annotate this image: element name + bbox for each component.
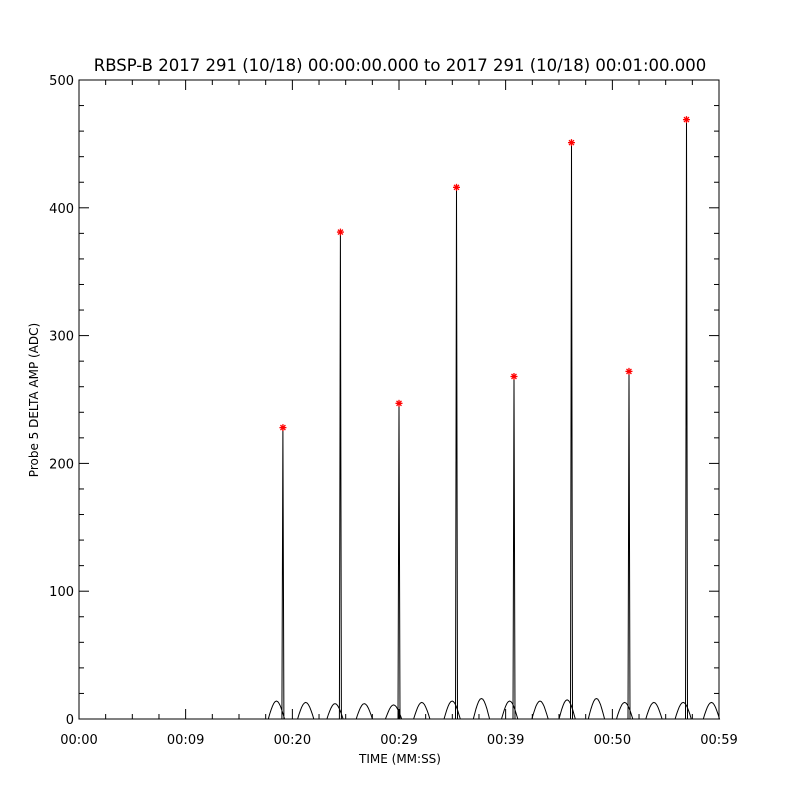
y-tick-label: 400 (49, 202, 74, 217)
peak-marker (567, 139, 575, 147)
x-tick-label: 00:09 (167, 733, 204, 748)
x-axis-ticks (78, 80, 720, 719)
y-tick-label: 100 (49, 585, 74, 600)
x-tick-label: 00:39 (487, 733, 524, 748)
peak-marker (452, 183, 460, 191)
y-axis-tick-labels: 0 100 200 300 400 500 (49, 74, 74, 728)
x-tick-label: 00:29 (380, 733, 417, 748)
x-tick-label: 00:00 (60, 733, 97, 748)
peak-marker (625, 367, 633, 375)
y-tick-label: 200 (49, 457, 74, 472)
peak-marker (682, 116, 690, 124)
peak-marker (279, 424, 287, 432)
x-tick-label: 00:59 (700, 733, 737, 748)
peak-marker (395, 399, 403, 407)
series-line (79, 119, 721, 720)
chart-title: RBSP-B 2017 291 (10/18) 00:00:00.000 to … (94, 56, 707, 75)
y-axis-ticks (79, 79, 719, 720)
y-axis-label: Probe 5 DELTA AMP (ADC) (27, 323, 41, 477)
plot-frame (78, 79, 720, 720)
y-tick-label: 500 (49, 74, 74, 89)
y-tick-label: 300 (49, 330, 74, 345)
x-axis-label: TIME (MM:SS) (358, 752, 441, 766)
peak-marker (510, 372, 518, 380)
x-axis-tick-labels: 00:00 00:09 00:20 00:29 00:39 00:50 00:59 (60, 733, 737, 748)
peak-markers (279, 116, 690, 432)
x-tick-label: 00:50 (594, 733, 631, 748)
x-tick-label: 00:20 (274, 733, 311, 748)
peak-marker (336, 228, 344, 236)
y-tick-label: 0 (66, 713, 74, 728)
